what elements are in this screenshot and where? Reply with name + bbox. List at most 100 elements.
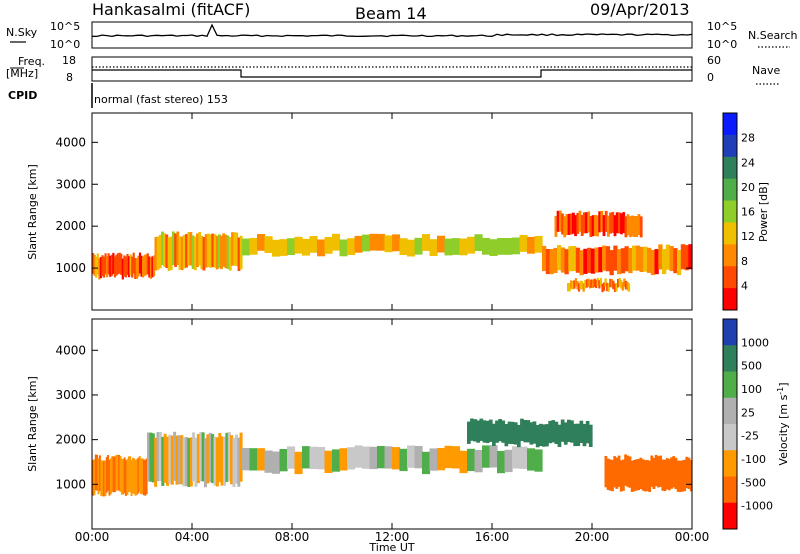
heatmap-cell bbox=[175, 435, 179, 485]
nsky-trace bbox=[91, 23, 693, 38]
heatmap-cell bbox=[617, 249, 622, 275]
freq-unit: [MHz] bbox=[6, 67, 38, 80]
colorbar-tick-label: 8 bbox=[741, 255, 748, 268]
heatmap-cell bbox=[207, 233, 210, 268]
heatmap-cell bbox=[218, 433, 222, 483]
nsky-label: N.Sky bbox=[6, 26, 38, 39]
heatmap-cell bbox=[392, 234, 401, 252]
heatmap-cell bbox=[120, 253, 123, 275]
heatmap-cell bbox=[156, 432, 160, 482]
heatmap-cell bbox=[482, 445, 491, 468]
heatmap-cell bbox=[215, 235, 219, 270]
heatmap-cell bbox=[202, 237, 206, 271]
heatmap-cell bbox=[501, 420, 506, 443]
heatmap-cell bbox=[595, 279, 598, 289]
colorbar-segment bbox=[723, 371, 737, 399]
heatmap-cell bbox=[167, 237, 171, 271]
nsearch-label: N.Search bbox=[748, 29, 798, 42]
heatmap-cell bbox=[670, 457, 673, 489]
heatmap-cell bbox=[637, 214, 641, 235]
heatmap-cell bbox=[647, 247, 652, 273]
heatmap-cell bbox=[149, 432, 153, 482]
heatmap-cell bbox=[473, 419, 477, 442]
heatmap-cell bbox=[560, 247, 566, 273]
heatmap-cell bbox=[624, 454, 627, 486]
heatmap-cell bbox=[347, 447, 356, 470]
colorbar-segment bbox=[723, 424, 737, 451]
heatmap-cell bbox=[107, 253, 110, 275]
xtick-label: 00:00 bbox=[675, 530, 710, 544]
xtick-label: 08:00 bbox=[275, 530, 310, 544]
heatmap-cell bbox=[204, 234, 208, 268]
heatmap-cell bbox=[488, 419, 493, 442]
heatmap-cell bbox=[279, 449, 288, 472]
colorbar-tick-label: 20 bbox=[741, 181, 755, 194]
heatmap-cell bbox=[158, 432, 162, 482]
heatmap-cell bbox=[588, 424, 593, 447]
heatmap-cell bbox=[196, 233, 199, 267]
heatmap-cell bbox=[92, 460, 94, 496]
heatmap-cell bbox=[633, 216, 636, 237]
heatmap-cell bbox=[118, 455, 121, 491]
colorbar-segment bbox=[723, 502, 737, 530]
heatmap-cell bbox=[127, 256, 131, 278]
heatmap-cell bbox=[209, 234, 212, 268]
heatmap-cell bbox=[257, 448, 266, 471]
heatmap-cell bbox=[553, 247, 558, 273]
heatmap-cell bbox=[407, 445, 416, 468]
freq-tick-bottom: 8 bbox=[66, 71, 73, 84]
colorbar-tick-label: 12 bbox=[741, 230, 755, 243]
heatmap-cell bbox=[643, 246, 648, 272]
heatmap-cell bbox=[146, 253, 149, 275]
heatmap-cell bbox=[191, 235, 195, 269]
heatmap-cell bbox=[520, 418, 524, 441]
heatmap-cell bbox=[662, 249, 667, 275]
heatmap-cell bbox=[581, 281, 584, 290]
heatmap-cell bbox=[680, 244, 686, 270]
heatmap-cell bbox=[673, 248, 678, 274]
heatmap-cell bbox=[584, 280, 587, 289]
heatmap-cell bbox=[165, 234, 169, 268]
colorbar-frame bbox=[722, 318, 738, 530]
heatmap-cell bbox=[180, 435, 184, 485]
heatmap-cell bbox=[149, 257, 152, 279]
heatmap-cell bbox=[622, 459, 625, 491]
heatmap-cell bbox=[683, 459, 687, 492]
heatmap-cell bbox=[242, 238, 251, 256]
heatmap-cell bbox=[141, 458, 144, 495]
heatmap-cell bbox=[187, 232, 191, 266]
heatmap-cell bbox=[527, 236, 536, 254]
heatmap-cell bbox=[198, 231, 202, 266]
heatmap-cell bbox=[611, 459, 614, 492]
heatmap-cell bbox=[116, 454, 119, 491]
heatmap-cell bbox=[144, 460, 147, 496]
heatmap-cell bbox=[98, 455, 101, 491]
heatmap-cell bbox=[189, 232, 193, 266]
heatmap-cell bbox=[113, 256, 117, 278]
heatmap-cell bbox=[106, 256, 109, 278]
nsearch-tick-top: 10^5 bbox=[707, 20, 737, 33]
heatmap-cell bbox=[624, 216, 628, 238]
heatmap-cell bbox=[577, 283, 581, 292]
heatmap-cell bbox=[239, 235, 243, 270]
heatmap-cell bbox=[628, 248, 633, 274]
velocity-colorbar-label-close: ] bbox=[777, 382, 790, 386]
heatmap-cell bbox=[608, 459, 612, 491]
xtick-label: 12:00 bbox=[375, 530, 410, 544]
station-title: Hankasalmi (fitACF) bbox=[92, 0, 250, 19]
velocity-colorbar-label: Velocity [m s-1] bbox=[776, 382, 790, 465]
heatmap-cell bbox=[309, 446, 318, 469]
heatmap-cell bbox=[590, 248, 596, 274]
heatmap-cell bbox=[596, 277, 599, 287]
heatmap-cell bbox=[626, 214, 630, 236]
heatmap-cell bbox=[609, 212, 612, 234]
heatmap-cell bbox=[617, 455, 621, 487]
heatmap-cell bbox=[211, 233, 215, 268]
heatmap-cell bbox=[95, 256, 98, 278]
heatmap-cell bbox=[582, 212, 586, 234]
heatmap-cell bbox=[659, 455, 662, 487]
heatmap-cell bbox=[635, 245, 641, 271]
heatmap-cell bbox=[137, 457, 140, 494]
heatmap-cell bbox=[532, 421, 537, 444]
